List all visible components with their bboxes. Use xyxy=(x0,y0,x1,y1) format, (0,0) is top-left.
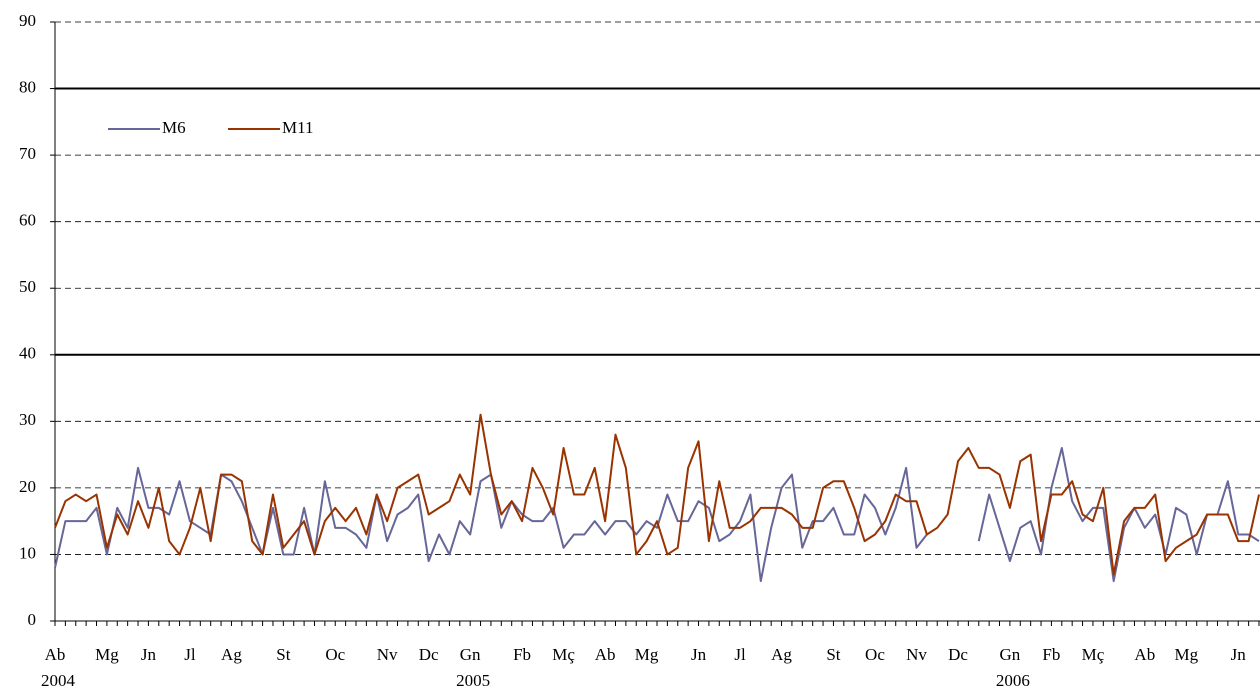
x-tick-label: Jn xyxy=(691,645,707,664)
y-tick-label: 40 xyxy=(19,344,36,363)
year-label: 2004 xyxy=(41,671,76,690)
x-tick-label: Mg xyxy=(95,645,119,664)
y-tick-label: 50 xyxy=(19,277,36,296)
x-tick-label: St xyxy=(276,645,290,664)
x-tick-label: Fb xyxy=(1042,645,1060,664)
x-tick-label: Fb xyxy=(513,645,531,664)
y-tick-label: 20 xyxy=(19,477,36,496)
x-tick-label: Oc xyxy=(325,645,345,664)
x-tick-label: Dc xyxy=(948,645,968,664)
x-tick-label: Jl xyxy=(734,645,746,664)
x-tick-label: St xyxy=(826,645,840,664)
x-tick-label: Mg xyxy=(1175,645,1199,664)
x-tick-label: Mç xyxy=(1082,645,1105,664)
x-tick-label: Dc xyxy=(419,645,439,664)
y-tick-label: 10 xyxy=(19,543,36,562)
y-tick-label: 80 xyxy=(19,77,36,96)
series-line xyxy=(54,446,1260,583)
series-line xyxy=(54,413,1260,576)
y-tick-label: 0 xyxy=(28,610,37,629)
x-tick-label: Ag xyxy=(771,645,792,664)
x-tick-label: Ag xyxy=(221,645,242,664)
year-label: 2005 xyxy=(456,671,490,690)
x-tick-label: Jl xyxy=(184,645,196,664)
legend-label: M11 xyxy=(282,118,314,137)
x-tick-label: Mç xyxy=(552,645,575,664)
x-tick-label: Jn xyxy=(1231,645,1247,664)
x-tick-label: Ab xyxy=(45,645,66,664)
x-tick-label: Nv xyxy=(377,645,398,664)
x-tick-label: Ab xyxy=(595,645,616,664)
x-tick-label: Oc xyxy=(865,645,885,664)
y-tick-label: 30 xyxy=(19,410,36,429)
x-tick-label: Gn xyxy=(460,645,481,664)
x-tick-label: Nv xyxy=(906,645,927,664)
x-tick-label: Ab xyxy=(1134,645,1155,664)
y-tick-label: 70 xyxy=(19,144,36,163)
x-tick-label: Mg xyxy=(635,645,659,664)
legend-label: M6 xyxy=(162,118,186,137)
y-tick-label: 90 xyxy=(19,11,36,30)
y-tick-label: 60 xyxy=(19,211,36,230)
year-label: 2006 xyxy=(996,671,1030,690)
x-tick-label: Gn xyxy=(1000,645,1021,664)
x-tick-label: Jn xyxy=(141,645,157,664)
